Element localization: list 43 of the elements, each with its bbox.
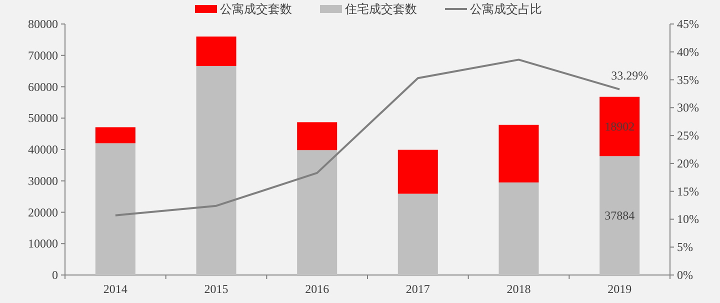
y-tick-label: 80000 bbox=[28, 17, 58, 31]
bar bbox=[297, 122, 338, 150]
y-tick-label: 20000 bbox=[28, 205, 58, 220]
bar bbox=[95, 127, 136, 144]
data-label: 37884 bbox=[604, 208, 635, 223]
y2-tick-label: 40% bbox=[677, 44, 699, 59]
x-tick-label: 2019 bbox=[608, 282, 632, 296]
y2-tick-label: 10% bbox=[677, 212, 699, 226]
legend-label: 公寓成交套数 bbox=[220, 2, 292, 16]
x-tick-label: 2017 bbox=[406, 282, 430, 296]
y2-tick-label: 45% bbox=[677, 17, 699, 31]
y2-tick-label: 0% bbox=[677, 268, 693, 282]
x-tick-label: 2015 bbox=[204, 282, 228, 296]
y-tick-label: 70000 bbox=[28, 48, 58, 62]
y2-tick-label: 5% bbox=[677, 240, 693, 254]
y2-tick-label: 35% bbox=[677, 72, 699, 87]
y-tick-label: 30000 bbox=[28, 174, 58, 188]
data-label: 33.29% bbox=[611, 68, 648, 82]
bar bbox=[297, 150, 338, 275]
legend-label: 公寓成交占比 bbox=[470, 2, 542, 16]
y2-tick-label: 20% bbox=[677, 156, 699, 170]
bar bbox=[196, 36, 236, 66]
bar bbox=[398, 194, 438, 275]
y2-tick-label: 15% bbox=[677, 184, 699, 198]
bar bbox=[498, 124, 539, 182]
bar bbox=[95, 143, 136, 275]
bar bbox=[196, 66, 236, 275]
bar bbox=[600, 156, 640, 275]
y-tick-label: 50000 bbox=[28, 111, 58, 126]
data-label: 18902 bbox=[604, 119, 635, 134]
x-tick-label: 2016 bbox=[305, 282, 330, 296]
x-tick-label: 2018 bbox=[506, 282, 531, 296]
y-tick-label: 0 bbox=[52, 268, 58, 282]
bar bbox=[398, 150, 438, 194]
bar bbox=[498, 182, 539, 275]
x-tick-label: 2014 bbox=[103, 282, 128, 296]
y-tick-label: 60000 bbox=[28, 80, 58, 94]
bar bbox=[600, 96, 640, 156]
y-tick-label: 40000 bbox=[28, 142, 58, 156]
y-tick-label: 10000 bbox=[28, 236, 58, 251]
y2-tick-label: 25% bbox=[677, 128, 699, 143]
legend-label: 住宅成交套数 bbox=[344, 2, 417, 16]
y2-tick-label: 30% bbox=[677, 100, 699, 115]
